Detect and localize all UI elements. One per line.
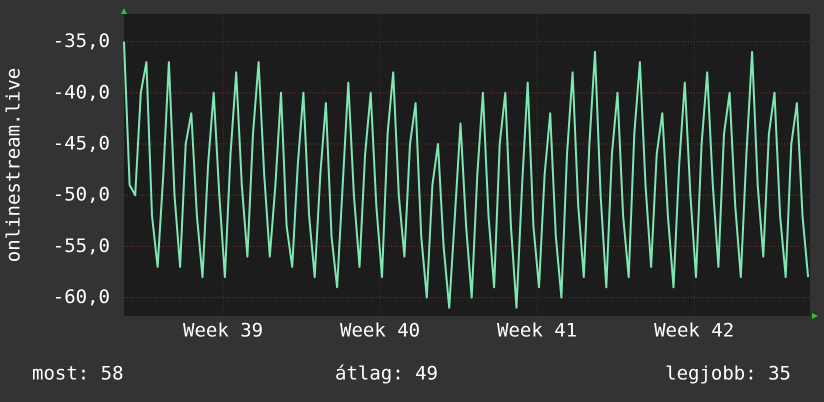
x-tick-label: Week 40	[340, 320, 420, 342]
axis-arrow	[121, 8, 127, 14]
y-tick-label: -55,0	[53, 235, 110, 257]
y-tick-label: -45,0	[53, 133, 110, 155]
x-tick-label: Week 42	[654, 320, 734, 342]
footer-average: átlag: 49	[335, 363, 438, 385]
marks	[123, 41, 810, 309]
x-tick-label: Week 39	[183, 320, 263, 342]
footer-best: legjobb: 35	[665, 363, 791, 385]
plot-area	[124, 14, 810, 316]
x-tick-label: Week 41	[497, 320, 577, 342]
y-tick-label: -50,0	[53, 184, 110, 206]
y-tick-label: -60,0	[53, 286, 110, 308]
series-line	[123, 41, 810, 309]
y-axis-label: onlinestream.live	[3, 68, 25, 262]
y-tick-label: -35,0	[53, 30, 110, 52]
footer-current: most: 58	[32, 363, 124, 385]
axis-arrow	[812, 313, 818, 319]
y-tick-label: -40,0	[53, 81, 110, 103]
